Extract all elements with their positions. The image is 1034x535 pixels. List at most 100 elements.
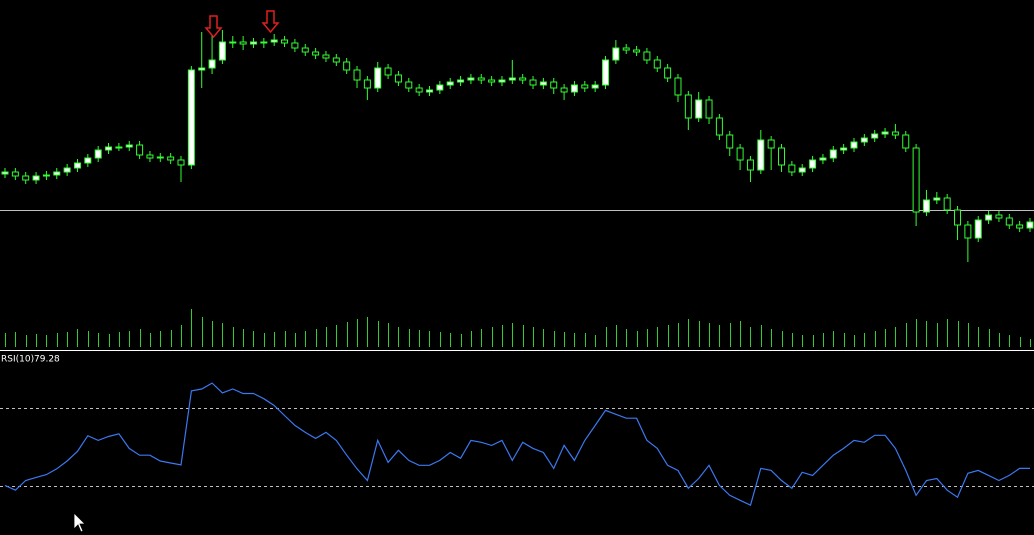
candle-body [457,79,465,83]
candle-body [788,164,796,173]
candle-body [974,219,982,239]
candle-body [384,67,392,76]
candle-body [125,144,133,148]
candle-body [995,214,1003,219]
candle-body [73,162,81,169]
candle-body [891,131,899,136]
candle-body [850,141,858,149]
candle-body [778,147,786,166]
candle-body [508,77,516,81]
rsi-value: 79.28 [34,355,60,365]
price-panel [0,30,1034,262]
candle-body [612,47,620,61]
candle-body [446,81,454,86]
candle-body [94,149,102,159]
candle-body [353,69,361,81]
candle-body [301,47,309,53]
candle-body [1016,224,1024,229]
candle-body [819,157,827,161]
candle-body [477,77,485,81]
candle-body [809,159,817,169]
candle-body [488,79,496,83]
candle-body [602,59,610,86]
candle-body [570,84,578,93]
candle-body [270,39,278,43]
candle-body [229,41,237,44]
candle-body [829,149,837,159]
candle-body [167,156,175,161]
mouse-cursor [73,512,86,533]
candle-body [343,61,351,71]
candle-body [529,79,537,86]
candle-body [726,134,734,149]
candle-body [1,171,9,175]
candle-body [705,99,713,119]
candle-body [312,51,320,56]
candle-body [218,41,226,61]
candle-body [539,81,547,86]
candle-body [684,94,692,119]
candle-body [798,167,806,173]
candle-body [436,84,444,91]
candle-body [281,39,289,44]
candle-body [746,159,754,171]
signal-arrow [261,10,280,34]
candle-body [291,42,299,49]
candle-body [581,84,589,89]
candle-body [933,197,941,201]
candle-body [757,139,765,171]
candle-body [136,144,144,156]
candle-body [1026,221,1034,229]
candle-body [374,67,382,89]
candle-body [902,134,910,149]
candle-body [591,84,599,89]
signal-arrow [204,15,223,39]
rsi-panel: RSI(10) 79.28 [0,355,1034,507]
candle-body [363,79,371,89]
signal-arrows [204,10,280,39]
candle-body [715,117,723,136]
candle-body [239,41,247,45]
candle-body [63,167,71,173]
candle-body [84,157,92,164]
candle-body [105,146,113,151]
candle-body [394,74,402,83]
candle-body [881,131,889,135]
candle-body [32,175,40,181]
candle-body [985,214,993,221]
candle-body [954,209,962,226]
candle-body [22,175,30,181]
candle-body [208,59,216,69]
candle-body [415,87,423,93]
candle-body [560,87,568,93]
candle-body [198,67,206,71]
candle-body [53,171,61,176]
candle-body [860,137,868,143]
candle-body [322,54,330,59]
candle-body [156,156,164,159]
candle-body [633,49,641,53]
candle-body [550,81,558,89]
candle-body [332,57,340,63]
candle-body [674,77,682,96]
candle-body [736,147,744,161]
candle-body [643,51,651,61]
candle-body [664,67,672,79]
candle-body [767,139,775,149]
rsi-title: RSI(10) [1,355,34,365]
candle-body [115,146,123,149]
candle-body [42,174,50,177]
candle-body [187,69,195,166]
rsi-line [4,382,1030,507]
candle-body [912,147,920,213]
candle-body [260,41,268,44]
candle-body [943,197,951,211]
candle-body [695,99,703,119]
candle-body [964,224,972,239]
candle-body [425,89,433,93]
candle-body [146,154,154,159]
candle-body [467,77,475,81]
candle-body [249,41,257,45]
